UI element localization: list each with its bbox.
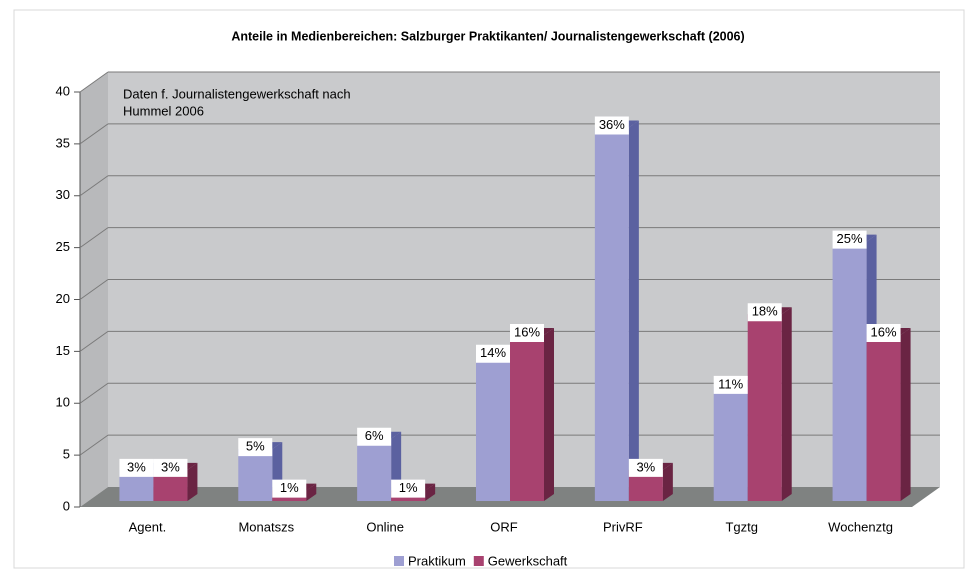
x-tick-label: Agent. — [129, 519, 167, 534]
data-label-box — [866, 324, 901, 342]
data-label: 16% — [871, 324, 897, 339]
data-label-box — [832, 230, 867, 249]
bar-side — [425, 483, 436, 501]
bar — [238, 449, 273, 501]
x-tick-label: ORF — [490, 519, 518, 534]
bar — [747, 314, 782, 501]
legend-swatch — [394, 556, 404, 566]
data-label-box — [510, 324, 544, 342]
y-tick-label: 35 — [56, 135, 70, 150]
data-label: 14% — [480, 345, 506, 360]
data-label: 3% — [127, 459, 146, 474]
annotation: Hummel 2006 — [123, 103, 204, 118]
grid-line — [79, 382, 109, 404]
data-label: 18% — [752, 304, 778, 319]
bar-side — [781, 307, 792, 501]
data-label-box — [119, 458, 154, 477]
annotation: Daten f. Journalistengewerkschaft nach — [123, 86, 351, 101]
data-label: 16% — [514, 324, 540, 339]
legend-label: Praktikum — [408, 553, 466, 568]
bar — [866, 335, 901, 501]
data-label-box — [357, 427, 392, 446]
data-label-box — [238, 438, 273, 457]
y-tick-label: 20 — [56, 291, 70, 306]
data-label: 6% — [365, 428, 384, 443]
bar — [832, 241, 867, 501]
x-tick-label: Wochenztg — [828, 519, 893, 534]
legend-swatch — [473, 556, 484, 566]
data-label-box — [713, 375, 748, 394]
grid-line — [79, 175, 109, 197]
bar-side — [628, 120, 639, 501]
grid-line — [79, 71, 109, 93]
data-label-box — [272, 479, 307, 498]
data-label: 1% — [280, 480, 299, 495]
y-tick-label: 40 — [56, 83, 70, 98]
data-label: 3% — [161, 459, 180, 474]
x-tick-label: Tgztg — [725, 519, 758, 534]
data-label-box — [391, 479, 426, 498]
data-label: 5% — [246, 439, 265, 454]
x-tick-label: Online — [366, 519, 404, 534]
x-tick-label: PrivRF — [603, 519, 643, 534]
data-label-box — [476, 344, 510, 363]
bar — [713, 386, 748, 501]
y-tick-label: 15 — [56, 343, 70, 358]
bar — [594, 127, 629, 501]
bar-side — [662, 462, 673, 501]
y-tick-label: 30 — [56, 187, 70, 202]
data-label-box — [153, 458, 188, 477]
bar-side — [544, 328, 554, 501]
bar — [476, 355, 510, 501]
y-tick-label: 25 — [56, 239, 70, 254]
data-label: 3% — [636, 459, 655, 474]
y-tick-label: 0 — [63, 498, 70, 513]
y-tick-label: 10 — [56, 395, 70, 410]
grid-line — [79, 123, 109, 145]
chart-title: Anteile in Medienbereichen: Salzburger P… — [231, 29, 744, 43]
y-tick-label: 5 — [63, 447, 70, 462]
bar — [357, 438, 392, 501]
grid-line — [79, 434, 109, 456]
data-label-box — [628, 458, 663, 477]
bar-side — [900, 328, 911, 501]
data-label-box — [747, 303, 782, 322]
data-label: 36% — [599, 117, 625, 132]
data-label: 11% — [718, 376, 743, 391]
bar-side — [306, 483, 317, 501]
data-label: 25% — [837, 231, 863, 246]
grid-line — [79, 330, 109, 352]
bar-side — [187, 462, 198, 501]
bar — [510, 335, 544, 501]
data-label-box — [594, 116, 629, 135]
grid-line — [79, 279, 109, 300]
legend-label: Gewerkschaft — [488, 553, 568, 568]
data-label: 1% — [399, 480, 418, 495]
grid-line — [79, 227, 109, 249]
x-tick-label: Monatszs — [238, 519, 294, 534]
